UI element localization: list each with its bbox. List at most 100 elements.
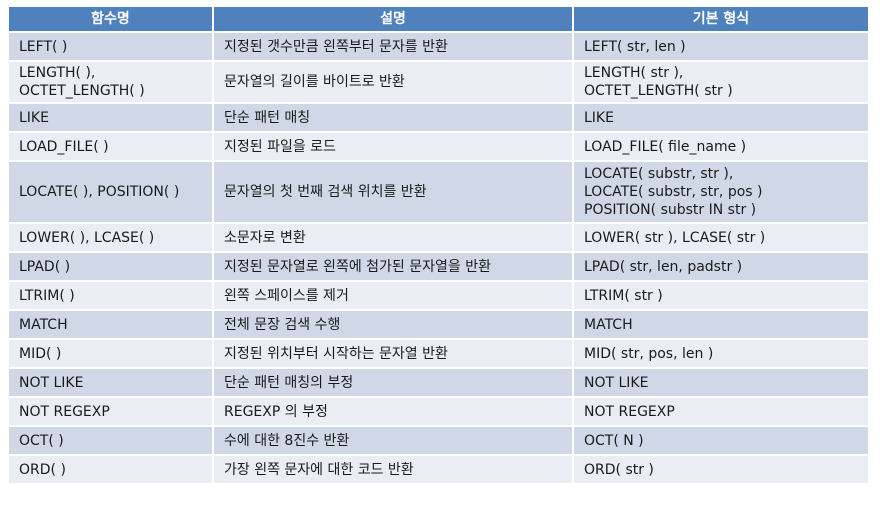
function-name-cell: LOWER( ), LCASE( ) bbox=[7, 222, 214, 253]
description-cell: 지정된 위치부터 시작하는 문자열 반환 bbox=[212, 338, 574, 369]
description: 소문자로 변환 bbox=[224, 229, 306, 246]
table-row: ORD( ) 가장 왼쪽 문자에 대한 코드 반환 ORD( str ) bbox=[7, 454, 870, 485]
function-name: LOWER( ), LCASE( ) bbox=[19, 229, 155, 246]
description-cell: 왼쪽 스페이스를 제거 bbox=[212, 280, 574, 311]
header-function-name: 함수명 bbox=[7, 5, 214, 33]
description: 단순 패턴 매칭 bbox=[224, 109, 311, 126]
function-name: LENGTH( ), bbox=[19, 65, 96, 81]
description: 지정된 위치부터 시작하는 문자열 반환 bbox=[224, 345, 448, 362]
table-header: 함수명 설명 기본 형식 bbox=[7, 5, 870, 33]
description-cell: 문자열의 길이를 바이트로 반환 bbox=[212, 60, 574, 104]
table-body: LEFT( ) 지정된 갯수만큼 왼쪽부터 문자를 반환 LEFT( str, le… bbox=[7, 31, 870, 485]
table-row: LEFT( ) 지정된 갯수만큼 왼쪽부터 문자를 반환 LEFT( str, le… bbox=[7, 31, 870, 62]
table-row: MID( ) 지정된 위치부터 시작하는 문자열 반환 MID( str, pos,… bbox=[7, 338, 870, 369]
description: 문자열의 첫 번째 검색 위치를 반환 bbox=[224, 184, 427, 200]
description: 가장 왼쪽 문자에 대한 코드 반환 bbox=[224, 461, 414, 478]
table-row: LENGTH( ), OCTET_LENGTH( ) 문자열의 길이를 바이트로 반… bbox=[7, 60, 870, 104]
function-name-cell: OCT( ) bbox=[7, 425, 214, 456]
description: 왼쪽 스페이스를 제거 bbox=[224, 287, 349, 304]
syntax: MID( str, pos, len ) bbox=[584, 345, 714, 362]
table-row: LOCATE( ), POSITION( ) 문자열의 첫 번째 검색 위치를 반… bbox=[7, 160, 870, 224]
function-name: LEFT( ) bbox=[19, 38, 68, 55]
syntax-cell: LOWER( str ), LCASE( str ) bbox=[572, 222, 870, 253]
header-description: 설명 bbox=[212, 5, 574, 33]
description: 문자열의 길이를 바이트로 반환 bbox=[224, 74, 405, 90]
function-name: ORD( ) bbox=[19, 461, 66, 478]
syntax-cell: NOT REGEXP bbox=[572, 396, 870, 427]
syntax: LOWER( str ), LCASE( str ) bbox=[584, 229, 766, 246]
syntax: OCT( N ) bbox=[584, 432, 644, 449]
function-name: NOT REGEXP bbox=[19, 403, 110, 420]
function-name-cell: LPAD( ) bbox=[7, 251, 214, 282]
function-name-cell: LENGTH( ), OCTET_LENGTH( ) bbox=[7, 60, 214, 104]
description-cell: 소문자로 변환 bbox=[212, 222, 574, 253]
function-name: LOAD_FILE( ) bbox=[19, 138, 109, 155]
syntax-cell: LPAD( str, len, padstr ) bbox=[572, 251, 870, 282]
syntax: LOCATE( substr, str ), bbox=[584, 166, 734, 182]
function-name: OCT( ) bbox=[19, 432, 64, 449]
syntax: OCTET_LENGTH( str ) bbox=[584, 83, 733, 99]
description-cell: 가장 왼쪽 문자에 대한 코드 반환 bbox=[212, 454, 574, 485]
table-row: LTRIM( ) 왼쪽 스페이스를 제거 LTRIM( str ) bbox=[7, 280, 870, 311]
table-row: LOWER( ), LCASE( ) 소문자로 변환 LOWER( str ), L… bbox=[7, 222, 870, 253]
syntax-cell: ORD( str ) bbox=[572, 454, 870, 485]
function-name-cell: LTRIM( ) bbox=[7, 280, 214, 311]
function-name: MATCH bbox=[19, 316, 68, 333]
function-name-cell: MATCH bbox=[7, 309, 214, 340]
function-name: LTRIM( ) bbox=[19, 287, 75, 304]
function-name: OCTET_LENGTH( ) bbox=[19, 83, 145, 99]
syntax: LEFT( str, len ) bbox=[584, 38, 686, 55]
table-row: MATCH 전체 문장 검색 수행 MATCH bbox=[7, 309, 870, 340]
function-name-cell: LOAD_FILE( ) bbox=[7, 131, 214, 162]
description: 단순 패턴 매칭의 부정 bbox=[224, 374, 354, 391]
description-cell: 문자열의 첫 번째 검색 위치를 반환 bbox=[212, 160, 574, 224]
table-row: LPAD( ) 지정된 문자열로 왼쪽에 첨가된 문자열을 반환 LPAD( str… bbox=[7, 251, 870, 282]
function-name: LOCATE( ), POSITION( ) bbox=[19, 184, 180, 200]
table-row: OCT( ) 수에 대한 8진수 반환 OCT( N ) bbox=[7, 425, 870, 456]
description-cell: 지정된 문자열로 왼쪽에 첨가된 문자열을 반환 bbox=[212, 251, 574, 282]
syntax-cell: MATCH bbox=[572, 309, 870, 340]
syntax-cell: LOCATE( substr, str ), LOCATE( substr, st… bbox=[572, 160, 870, 224]
function-table-container: 함수명 설명 기본 형식 LEFT( ) 지정된 갯수만큼 왼쪽부터 문자를 반환… bbox=[7, 5, 870, 485]
description: 지정된 갯수만큼 왼쪽부터 문자를 반환 bbox=[224, 38, 448, 55]
description: 전체 문장 검색 수행 bbox=[224, 316, 341, 333]
syntax: LENGTH( str ), bbox=[584, 65, 684, 81]
description-cell: 수에 대한 8진수 반환 bbox=[212, 425, 574, 456]
syntax: LTRIM( str ) bbox=[584, 287, 663, 304]
function-name: MID( ) bbox=[19, 345, 62, 362]
description-cell: 단순 패턴 매칭 bbox=[212, 102, 574, 133]
syntax-cell: LOAD_FILE( file_name ) bbox=[572, 131, 870, 162]
syntax: LIKE bbox=[584, 109, 614, 126]
table-row: LIKE 단순 패턴 매칭 LIKE bbox=[7, 102, 870, 133]
function-name-cell: LOCATE( ), POSITION( ) bbox=[7, 160, 214, 224]
function-name-cell: NOT LIKE bbox=[7, 367, 214, 398]
table-row: NOT LIKE 단순 패턴 매칭의 부정 NOT LIKE bbox=[7, 367, 870, 398]
syntax: LOAD_FILE( file_name ) bbox=[584, 138, 747, 155]
function-name: LIKE bbox=[19, 109, 49, 126]
description-cell: 단순 패턴 매칭의 부정 bbox=[212, 367, 574, 398]
function-name-cell: ORD( ) bbox=[7, 454, 214, 485]
syntax-cell: LIKE bbox=[572, 102, 870, 133]
description: 수에 대한 8진수 반환 bbox=[224, 432, 350, 449]
description: 지정된 파일을 로드 bbox=[224, 138, 336, 155]
function-name-cell: NOT REGEXP bbox=[7, 396, 214, 427]
description: 지정된 문자열로 왼쪽에 첨가된 문자열을 반환 bbox=[224, 258, 491, 275]
syntax-cell: LEFT( str, len ) bbox=[572, 31, 870, 62]
table-header-row: 함수명 설명 기본 형식 bbox=[7, 5, 870, 33]
syntax: ORD( str ) bbox=[584, 461, 654, 478]
syntax-cell: LENGTH( str ), OCTET_LENGTH( str ) bbox=[572, 60, 870, 104]
syntax-cell: OCT( N ) bbox=[572, 425, 870, 456]
syntax: MATCH bbox=[584, 316, 633, 333]
syntax: NOT LIKE bbox=[584, 374, 649, 391]
function-table: 함수명 설명 기본 형식 LEFT( ) 지정된 갯수만큼 왼쪽부터 문자를 반환… bbox=[7, 5, 870, 485]
function-name: NOT LIKE bbox=[19, 374, 84, 391]
syntax: NOT REGEXP bbox=[584, 403, 675, 420]
table-row: NOT REGEXP REGEXP 의 부정 NOT REGEXP bbox=[7, 396, 870, 427]
syntax-cell: NOT LIKE bbox=[572, 367, 870, 398]
function-name: LPAD( ) bbox=[19, 258, 71, 275]
syntax: LPAD( str, len, padstr ) bbox=[584, 258, 743, 275]
table-row: LOAD_FILE( ) 지정된 파일을 로드 LOAD_FILE( file_na… bbox=[7, 131, 870, 162]
syntax-cell: LTRIM( str ) bbox=[572, 280, 870, 311]
description-cell: 지정된 파일을 로드 bbox=[212, 131, 574, 162]
description-cell: 지정된 갯수만큼 왼쪽부터 문자를 반환 bbox=[212, 31, 574, 62]
